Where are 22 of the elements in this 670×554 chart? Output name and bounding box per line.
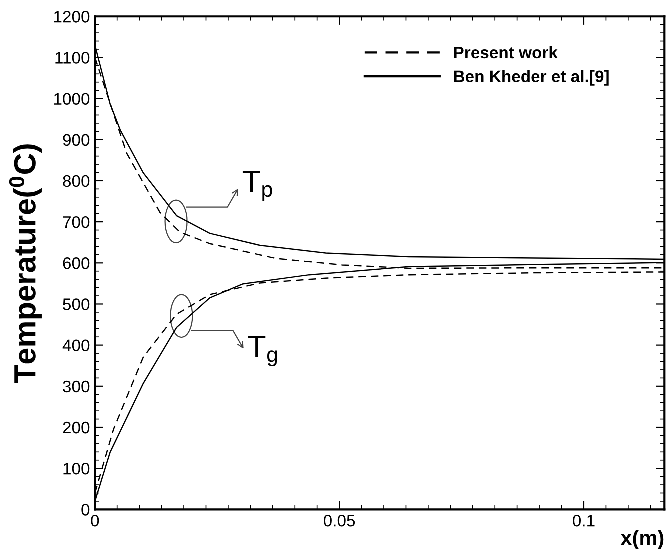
- y-tick-label: 1100: [56, 52, 90, 64]
- legend-label: Ben Kheder et al.[9]: [454, 70, 609, 86]
- y-tick-label: 100: [64, 462, 90, 475]
- legend-label: Present work: [454, 46, 558, 59]
- y-tick-label: 300: [63, 380, 90, 393]
- y-tick-label: 700: [63, 216, 90, 228]
- y-tick-label: 800: [63, 175, 90, 188]
- annotation: T$_{g}$: [248, 336, 278, 367]
- y-tick-label: 0: [82, 504, 90, 516]
- y-axis-title: Temperature($^{0}$C): [9, 144, 42, 384]
- x-tick-label: 0.05: [324, 514, 356, 527]
- x-axis-title: x(m): [620, 530, 664, 550]
- y-tick-label: 1200: [54, 11, 90, 23]
- annotation: T$_{p}$: [242, 171, 272, 202]
- y-tick-label: 900: [63, 134, 90, 146]
- x-tick-label: 0.1: [573, 514, 595, 527]
- y-tick-label: 1000: [54, 93, 90, 105]
- y-tick-label: 400: [62, 340, 90, 352]
- x-tick-label: 0: [91, 514, 100, 527]
- y-tick-label: 200: [63, 422, 90, 434]
- y-tick-label: 500: [63, 298, 90, 310]
- y-tick-label: 600: [63, 258, 90, 270]
